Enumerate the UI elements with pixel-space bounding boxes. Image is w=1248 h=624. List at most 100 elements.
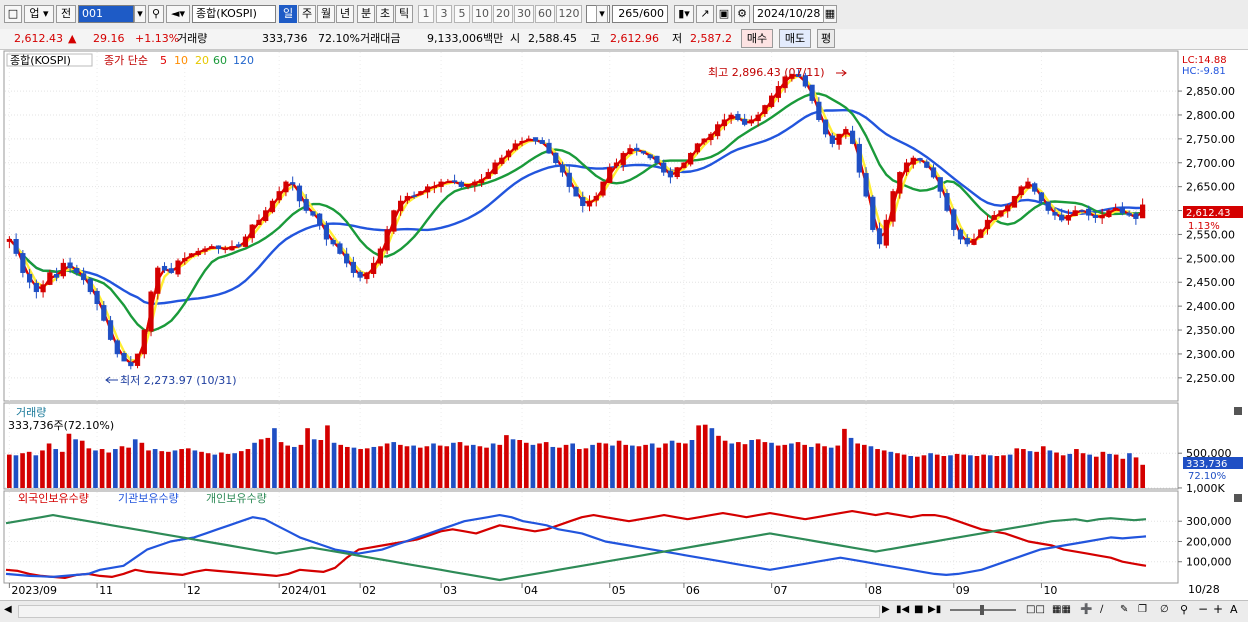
candle-body [849, 130, 856, 144]
interval-20-label: 20 [496, 7, 510, 20]
count-field[interactable]: 265/600 [612, 5, 668, 23]
speaker-icon[interactable]: ◄▾ [166, 5, 190, 23]
volume-bar [596, 442, 602, 488]
last-price-tag-text: 2,612.43 [1186, 208, 1231, 219]
layout-icon[interactable]: □□ [1026, 604, 1045, 615]
interval-dropdown-icon[interactable]: ▾ [596, 5, 608, 23]
amount-value: 9,133,006백만 [427, 32, 504, 45]
calendar-icon[interactable]: ▦ [823, 5, 837, 23]
scroll-left-icon[interactable]: ◀ [4, 604, 12, 615]
volume-bar [775, 445, 781, 488]
stop-icon[interactable]: ■ [914, 604, 924, 615]
volume-bar [99, 449, 105, 488]
draw-icon[interactable]: ✎ [1120, 604, 1129, 615]
interval-5[interactable]: 5 [454, 5, 470, 23]
volume-bar [504, 435, 509, 488]
volume-bar [789, 443, 794, 488]
candle-body [546, 142, 552, 154]
period-minute-tab[interactable]: 분 [357, 5, 375, 23]
index-name: 종합(KOSPI) [196, 7, 257, 20]
buy-button[interactable]: 매수 [741, 29, 773, 48]
price-panel-frame [3, 50, 1179, 402]
volume-panel-close-icon[interactable] [1234, 407, 1242, 415]
scroll-right-icon[interactable]: ▶ [882, 604, 890, 615]
holding-panel-close-icon[interactable] [1234, 494, 1242, 502]
crosshair-icon[interactable]: ➕ [1080, 604, 1093, 615]
horizontal-scrollbar[interactable] [18, 605, 880, 618]
code-value: 001 [82, 7, 103, 20]
first-page-icon[interactable]: ▮◀ [896, 604, 910, 615]
index-name-field[interactable]: 종합(KOSPI) [192, 5, 276, 23]
interval-1[interactable]: 1 [418, 5, 434, 23]
last-page-icon[interactable]: ▶▮ [928, 604, 942, 615]
code-dropdown-icon[interactable]: ▾ [134, 5, 146, 23]
volume-bar [285, 445, 291, 488]
sell-button[interactable]: 매도 [779, 29, 811, 48]
volume-bar [755, 439, 761, 488]
zoom-in-icon[interactable]: + [1213, 602, 1224, 616]
zoom-slider-handle[interactable] [980, 605, 984, 615]
volume-bar [152, 449, 158, 488]
volume-bar [484, 447, 489, 488]
period-day-tab[interactable]: 일 [279, 5, 297, 23]
y-tick-label: 2,350.00 [1186, 324, 1235, 337]
draw-tool-icon[interactable]: ↗ [696, 5, 714, 23]
volume-y-tick-label: 1,000K [1186, 482, 1225, 495]
candle-type-icon[interactable]: ▮▾ [674, 5, 694, 23]
period-month-tab[interactable]: 월 [317, 5, 335, 23]
save-icon[interactable]: ▣ [716, 5, 732, 23]
trendline-icon[interactable]: ∕ [1100, 604, 1104, 615]
date-field[interactable]: 2024/10/28 [753, 5, 825, 23]
candle-body [661, 162, 667, 173]
copy-icon[interactable]: ❐ [1138, 604, 1147, 615]
market-select[interactable]: 업 ▾ [24, 5, 54, 23]
period-week-tab[interactable]: 주 [298, 5, 316, 23]
interval-30[interactable]: 30 [514, 5, 534, 23]
candle-body [47, 272, 53, 285]
candle-body [762, 105, 768, 114]
candle-body [182, 258, 188, 262]
candle-body [816, 101, 822, 120]
search-icon[interactable]: ⚲ [148, 5, 164, 23]
grid-icon[interactable]: ▦▦ [1052, 604, 1071, 615]
interval-3[interactable]: 3 [436, 5, 452, 23]
candle-body [1092, 214, 1099, 218]
lc-label: LC:14.88 [1182, 55, 1227, 66]
erase-icon[interactable]: ∅ [1160, 604, 1169, 615]
candle-body [600, 181, 606, 196]
interval-60[interactable]: 60 [535, 5, 555, 23]
candle-body [822, 119, 829, 135]
volume-bar [736, 442, 741, 488]
code-input[interactable]: 001 [78, 5, 134, 23]
candle-body [559, 164, 566, 173]
candle-body [991, 215, 997, 220]
period-year-tab[interactable]: 년 [336, 5, 354, 23]
candle-body [478, 179, 485, 184]
interval-120[interactable]: 120 [556, 5, 582, 23]
stock-chart-svg: 2,850.00 2,800.00 2,750.00 2,700.00 2,650.00… [3, 50, 1243, 597]
volume-bar [1140, 464, 1146, 488]
zoom-search-icon[interactable]: ⚲ [1180, 603, 1189, 616]
avg-button[interactable]: 평 [817, 29, 835, 48]
candle-body [870, 196, 876, 230]
candle-body [789, 74, 795, 79]
sell-label: 매도 [784, 32, 806, 45]
volume-bar [252, 442, 257, 488]
volume-bar [212, 454, 218, 488]
y-axis-ticks: 2,850.00 2,800.00 2,750.00 2,700.00 2,650.00… [1178, 85, 1235, 569]
period-second-tab[interactable]: 초 [376, 5, 394, 23]
candle-body [499, 157, 505, 164]
volume-bar [749, 440, 754, 488]
text-size-icon[interactable]: A [1230, 603, 1238, 616]
window-icon[interactable]: □ [4, 5, 22, 23]
candle-body [74, 267, 80, 273]
prev-button[interactable]: 전 [56, 5, 76, 23]
interval-10[interactable]: 10 [472, 5, 492, 23]
interval-20[interactable]: 20 [493, 5, 513, 23]
period-tick-tab[interactable]: 틱 [395, 5, 413, 23]
volume-bar [60, 451, 65, 488]
settings-gear-icon[interactable]: ⚙ [734, 5, 750, 23]
volume-value-label: 333,736주(72.10%) [8, 419, 114, 432]
zoom-out-icon[interactable]: − [1198, 602, 1209, 616]
volume-bar [709, 428, 715, 488]
